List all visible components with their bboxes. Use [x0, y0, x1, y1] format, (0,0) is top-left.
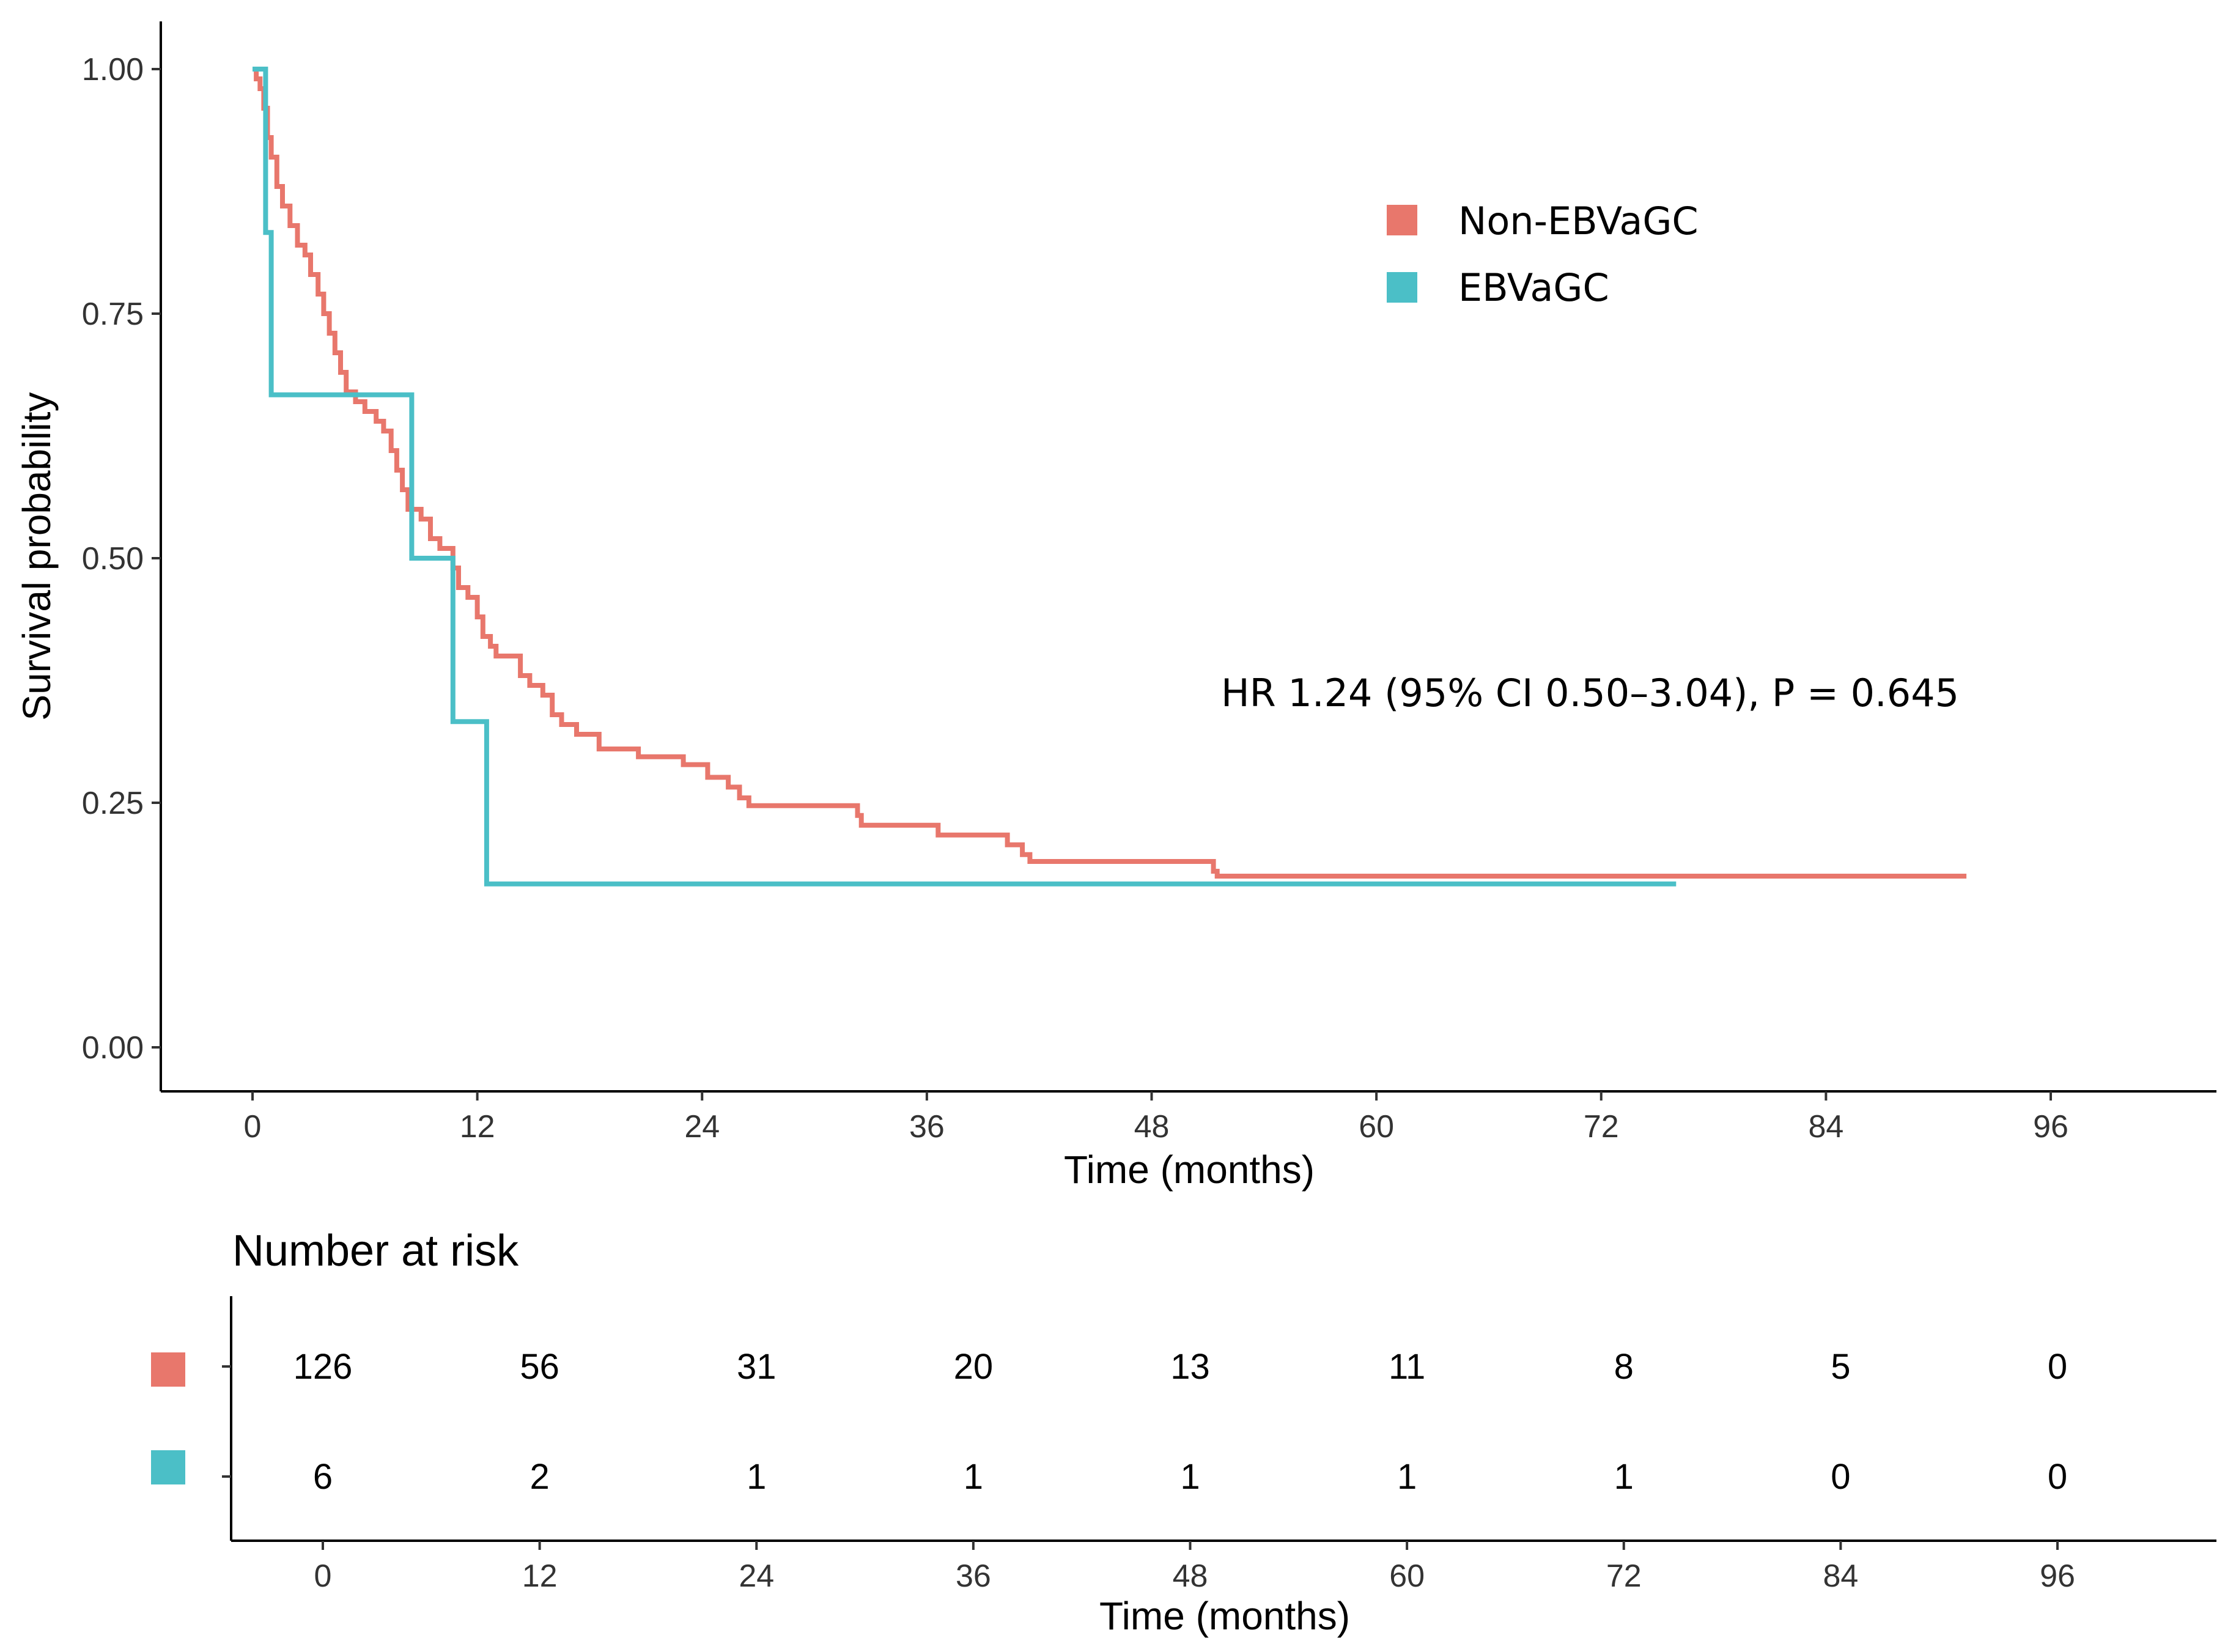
risk-x-tick-label: 48 — [1173, 1558, 1208, 1594]
risk-cell: 13 — [1170, 1347, 1210, 1387]
x-tick-label: 72 — [1584, 1109, 1619, 1145]
risk-cell: 0 — [2048, 1347, 2067, 1387]
km-line-ebvagc — [253, 67, 1677, 887]
legend-swatch-ebvagc — [1387, 272, 1417, 303]
risk-cell: 0 — [2048, 1457, 2067, 1497]
risk-cell: 5 — [1831, 1347, 1850, 1387]
risk-table: Number at risk 126 56 31 20 13 11 8 5 06 2 1 1 1 1 1 0 0… — [151, 1226, 2216, 1638]
risk-cell: 1 — [1397, 1457, 1417, 1497]
legend-label-ebvagc: EBVaGC — [1458, 265, 1609, 310]
risk-cell: 6 — [313, 1457, 333, 1497]
risk-cell: 1 — [747, 1457, 766, 1497]
y-tick-label: 0.75 — [82, 297, 144, 332]
hazard-ratio-annotation: HR 1.24 (95% CI 0.50–3.04), P = 0.645 — [1221, 671, 1959, 715]
x-axis-title: Time (months) — [1064, 1148, 1315, 1192]
y-axis-title: Survival probability — [15, 392, 59, 720]
km-line-non-ebvagc — [253, 67, 1967, 879]
legend-swatch-non-ebvagc — [1387, 205, 1417, 235]
risk-cell: 126 — [293, 1347, 353, 1387]
risk-cell: 11 — [1389, 1347, 1425, 1387]
risk-cell: 31 — [737, 1347, 777, 1387]
risk-x-tick-label: 60 — [1389, 1558, 1425, 1594]
risk-table-cells: 126 56 31 20 13 11 8 5 06 2 1 1 1 1 1 0 0 — [293, 1347, 2068, 1497]
risk-x-tick-label: 84 — [1823, 1558, 1858, 1594]
risk-x-tick-label: 36 — [956, 1558, 991, 1594]
risk-x-axis-ticks: 0 12 24 36 48 60 72 84 96 — [314, 1541, 2075, 1594]
legend-label-non-ebvagc: Non-EBVaGC — [1458, 199, 1699, 243]
x-tick-label: 12 — [460, 1109, 495, 1145]
risk-cell: 2 — [529, 1457, 549, 1497]
y-tick-label: 0.50 — [82, 541, 144, 577]
x-tick-label: 84 — [1808, 1109, 1843, 1145]
risk-x-tick-label: 72 — [1606, 1558, 1642, 1594]
risk-x-tick-label: 0 — [314, 1558, 332, 1594]
x-axis-ticks: 0 12 24 36 48 60 72 84 96 — [244, 1091, 2068, 1145]
risk-x-tick-label: 24 — [739, 1558, 774, 1594]
y-tick-label: 1.00 — [82, 52, 144, 87]
x-tick-label: 36 — [909, 1109, 945, 1145]
x-tick-label: 48 — [1134, 1109, 1170, 1145]
x-tick-label: 0 — [244, 1109, 262, 1145]
risk-cell: 8 — [1614, 1347, 1634, 1387]
risk-cell: 1 — [1614, 1457, 1634, 1497]
risk-cell: 20 — [954, 1347, 994, 1387]
risk-x-tick-label: 96 — [2040, 1558, 2075, 1594]
km-curves — [253, 67, 1967, 887]
risk-table-title: Number at risk — [232, 1226, 519, 1275]
y-axis-ticks: 0.00 0.25 0.50 0.75 1.00 — [82, 52, 161, 1066]
x-tick-label: 24 — [684, 1109, 720, 1145]
x-tick-label: 96 — [2033, 1109, 2068, 1145]
survival-plot: 0.00 0.25 0.50 0.75 1.00 0 12 24 36 48 60 72 84 96 T… — [15, 21, 2216, 1192]
y-tick-label: 0.00 — [82, 1030, 144, 1066]
risk-swatch-ebvagc — [151, 1450, 185, 1484]
risk-cell: 0 — [1831, 1457, 1850, 1497]
legend: Non-EBVaGC EBVaGC — [1387, 199, 1699, 310]
x-tick-label: 60 — [1359, 1109, 1394, 1145]
risk-x-axis-title: Time (months) — [1099, 1594, 1350, 1638]
risk-cell: 1 — [964, 1457, 983, 1497]
y-tick-label: 0.25 — [82, 786, 144, 821]
risk-cell: 56 — [520, 1347, 559, 1387]
risk-x-tick-label: 12 — [522, 1558, 558, 1594]
risk-cell: 1 — [1180, 1457, 1200, 1497]
risk-swatch-non-ebvagc — [151, 1352, 185, 1387]
